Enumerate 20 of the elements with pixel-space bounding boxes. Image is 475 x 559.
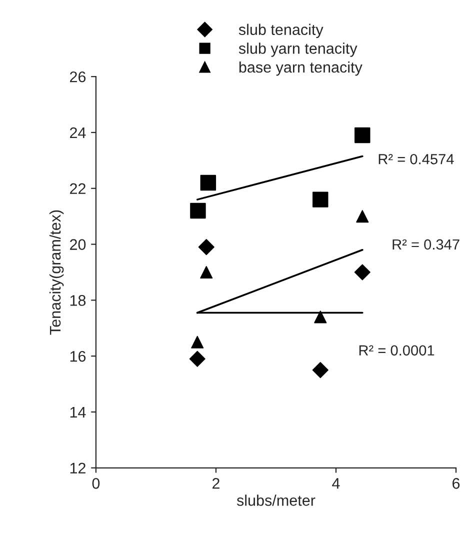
- y-tick-label: 20: [70, 239, 86, 250]
- legend-label: slub yarn tenacity: [238, 42, 358, 57]
- annotation: R² = 0.4574: [378, 154, 454, 164]
- legend-label: base yarn tenacity: [239, 61, 362, 76]
- y-tick-label: 16: [70, 350, 86, 362]
- x-tick-label: 0: [92, 478, 100, 489]
- x-tick-label: 4: [332, 478, 340, 489]
- x-tick-label: 2: [212, 478, 220, 489]
- y-tick-label: 14: [70, 407, 86, 418]
- y-tick-label: 24: [70, 127, 86, 138]
- y-tick-label: 26: [70, 71, 86, 82]
- x-tick-label: 6: [452, 478, 460, 489]
- x-axis-title: slubs/meter: [236, 494, 316, 506]
- y-tick-label: 22: [70, 183, 86, 194]
- y-axis-title: Tenacity(gram/tex): [49, 210, 64, 335]
- annotation: R² = 0.347: [392, 239, 460, 250]
- annotation: R² = 0.0001: [359, 345, 434, 356]
- y-tick-label: 12: [70, 462, 86, 474]
- legend-label: slub tenacity: [238, 24, 324, 38]
- y-tick-label: 18: [70, 295, 86, 306]
